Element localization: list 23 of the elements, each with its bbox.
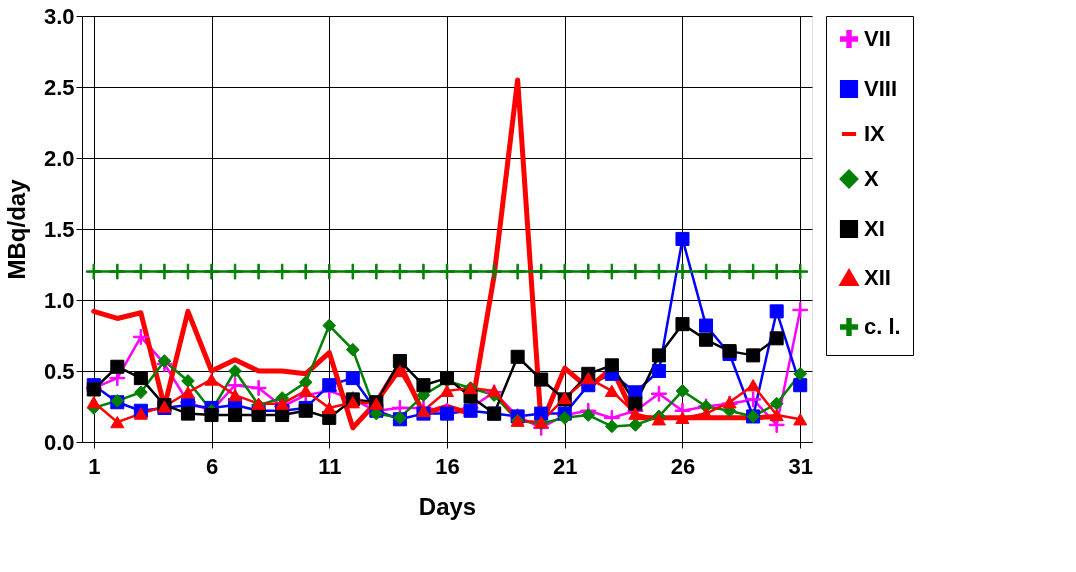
y-tick-label: 0.0 (43, 429, 75, 455)
y-axis-title: MBq/day (2, 178, 30, 280)
legend-label: X (864, 166, 879, 191)
legend-label: XII (864, 265, 891, 290)
y-tick-label: 1.5 (43, 216, 75, 242)
x-axis-title: Days (418, 492, 477, 520)
legend-label: c. l. (864, 314, 901, 339)
x-tick-label: 26 (670, 453, 696, 479)
x-tick-label: 21 (553, 453, 578, 479)
y-tick-label: 3.0 (43, 3, 75, 29)
x-tick-label: 1 (88, 453, 101, 479)
y-tick-label: 2.0 (43, 145, 75, 171)
y-tick-label: 1.0 (43, 287, 75, 313)
y-tick-label: 0.5 (43, 358, 75, 384)
y-tick-label: 2.5 (43, 74, 75, 100)
x-tick-label: 6 (205, 453, 219, 479)
legend-label: XI (864, 216, 885, 241)
x-tick-label: 11 (318, 453, 342, 479)
x-tick-label: 31 (788, 453, 813, 479)
x-tick-label: 16 (435, 453, 460, 479)
legend-label: VIII (864, 76, 898, 101)
legend-label: VII (864, 26, 891, 51)
legend-label: IX (864, 121, 886, 146)
